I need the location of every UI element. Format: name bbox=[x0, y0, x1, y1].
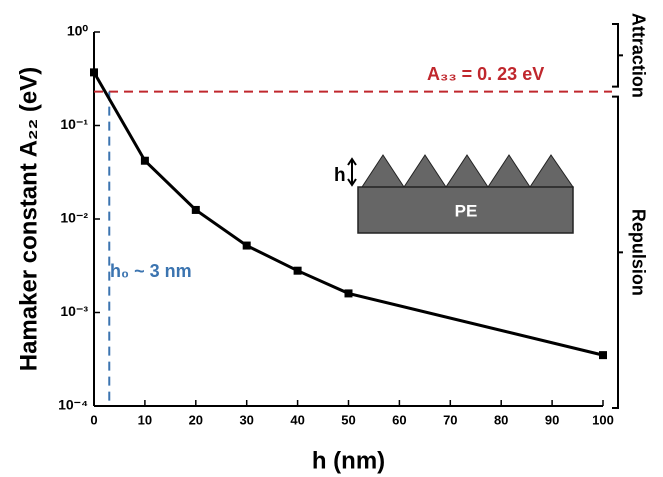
inset-teeth bbox=[361, 154, 574, 188]
y-tick-label: 10⁻³ bbox=[60, 303, 88, 319]
x-tick-label: 10 bbox=[138, 412, 152, 427]
x-tick-label: 70 bbox=[443, 412, 457, 427]
data-point bbox=[140, 156, 149, 165]
y-axis-label: Hamaker constant A₂₂ (eV) bbox=[15, 67, 42, 372]
x-tick-label: 20 bbox=[189, 412, 203, 427]
annotation: h₀ ~ 3 nm bbox=[110, 261, 192, 281]
inset-slab bbox=[357, 186, 574, 234]
inset: h PE bbox=[334, 154, 574, 234]
x-tick-label: 90 bbox=[545, 412, 559, 427]
data-point bbox=[242, 241, 251, 250]
x-tick-label: 40 bbox=[290, 412, 304, 427]
inset-h-label: h bbox=[334, 165, 346, 186]
data-point bbox=[293, 266, 302, 275]
y-tick-label: 10⁻² bbox=[60, 210, 88, 226]
x-tick-label: 60 bbox=[392, 412, 406, 427]
inset-arrowhead bbox=[347, 157, 357, 166]
y-tick-label: 10⁰ bbox=[67, 23, 89, 39]
x-tick-label: 50 bbox=[341, 412, 355, 427]
annotation: A₃₃ = 0. 23 eV bbox=[427, 64, 544, 84]
inset-arrowhead bbox=[347, 178, 357, 187]
data-point bbox=[599, 351, 607, 360]
x-axis-label: h (nm) bbox=[312, 447, 385, 474]
data-point bbox=[344, 289, 353, 298]
region-label: Repulsion bbox=[628, 209, 648, 296]
y-tick-label: 10⁻¹ bbox=[60, 116, 88, 132]
data-point bbox=[191, 205, 200, 214]
bracket bbox=[612, 23, 619, 88]
bracket bbox=[612, 95, 619, 409]
region-label: Attraction bbox=[628, 13, 648, 98]
x-tick-label: 0 bbox=[90, 412, 97, 427]
x-tick-label: 80 bbox=[494, 412, 508, 427]
inset-body-label: PE bbox=[455, 201, 478, 220]
x-tick-label: 30 bbox=[239, 412, 253, 427]
x-tick-label: 100 bbox=[592, 412, 614, 427]
y-tick-label: 10⁻⁴ bbox=[58, 397, 88, 413]
data-point bbox=[90, 68, 98, 77]
